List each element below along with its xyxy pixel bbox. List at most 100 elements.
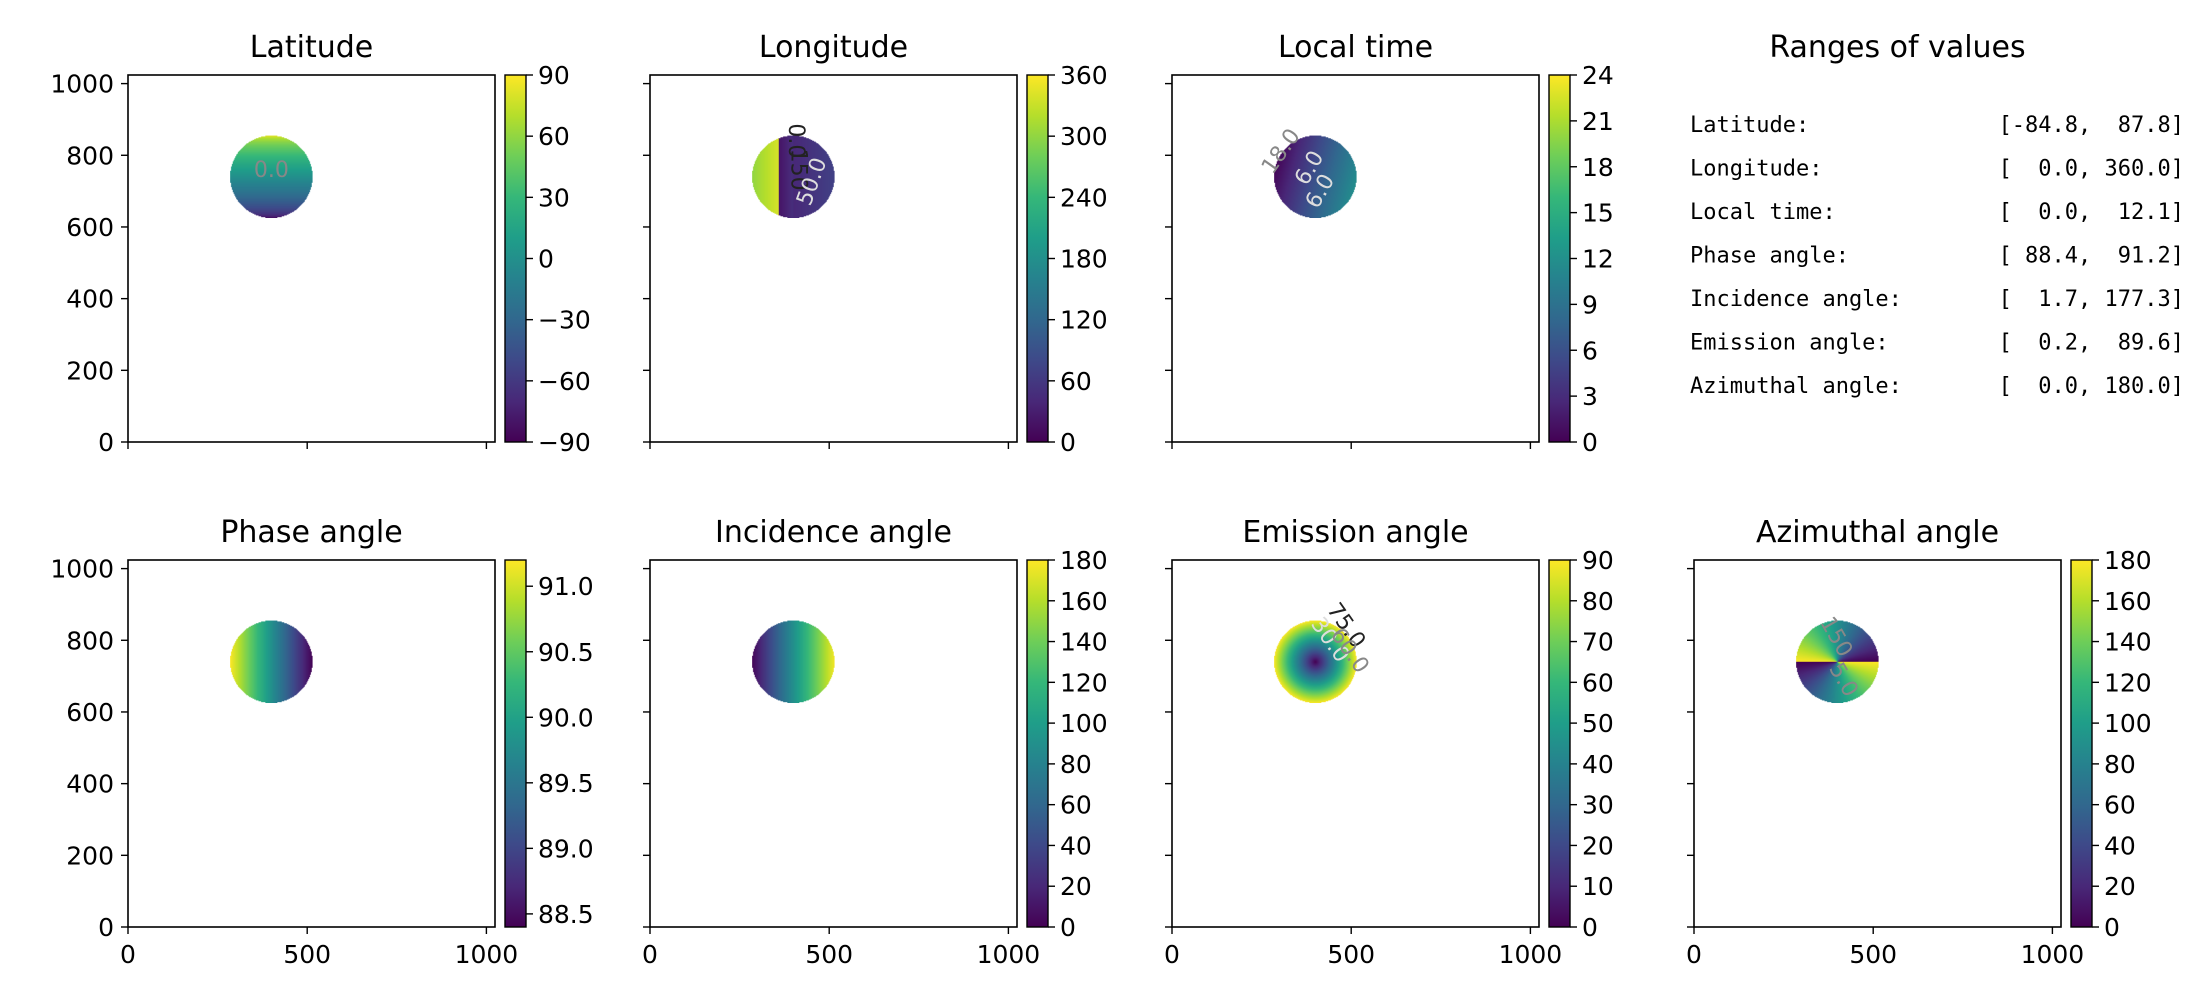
y-tick-label: 200: [66, 356, 114, 385]
table-row-label: Longitude:: [1690, 157, 1822, 182]
table-row-label: Phase angle:: [1690, 244, 1849, 269]
colorbar-tick-label: 6: [1582, 336, 1598, 365]
colorbar-tick-label: 0: [1060, 913, 1076, 942]
axes-frame: [127, 74, 496, 443]
x-tick-label: 1000: [1499, 940, 1563, 969]
colorbar-tick-label: 40: [1060, 831, 1092, 860]
axes-frame: [1171, 559, 1540, 928]
disk-image: [1274, 620, 1357, 704]
table-row-range: [ 0.0, 12.1]: [1999, 200, 2184, 225]
contour-label: 0.0: [254, 158, 289, 183]
y-tick-label: 400: [66, 285, 114, 314]
panel-title: Local time: [1278, 30, 1433, 65]
x-tick-label: 500: [805, 940, 853, 969]
colorbar: [1026, 74, 1049, 443]
colorbar-tick-label: 15: [1582, 199, 1614, 228]
x-tick-label: 0: [642, 940, 658, 969]
table-row-range: [ 1.7, 177.3]: [1999, 287, 2184, 312]
disk-image: [752, 620, 835, 704]
colorbar-tick-label: 20: [1582, 831, 1614, 860]
colorbar-tick-label: 0: [1582, 913, 1598, 942]
y-tick-label: 600: [66, 213, 114, 242]
colorbar-tick-label: 60: [538, 122, 570, 151]
colorbar-tick-label: 40: [2104, 831, 2136, 860]
colorbar-tick-label: 120: [2104, 668, 2152, 697]
y-tick-label: 800: [66, 141, 114, 170]
panel-phase: Phase angle 0 500 1000 0 200 400 600 800 1000 88.5…: [50, 515, 593, 969]
panel-title: Latitude: [250, 30, 373, 65]
colorbar-tick-label: 120: [1060, 306, 1108, 335]
colorbar: [1026, 559, 1049, 928]
colorbar-tick-label: 0: [1582, 428, 1598, 457]
disk-image: [1796, 620, 1879, 704]
table-row-range: [ 0.0, 180.0]: [1999, 374, 2184, 399]
colorbar-tick-label: 140: [1060, 628, 1108, 657]
colorbar-tick-label: 0: [1060, 428, 1076, 457]
panel-title: Phase angle: [220, 515, 402, 550]
x-tick-label: 0: [1686, 940, 1702, 969]
colorbar: [2070, 559, 2093, 928]
colorbar-tick-label: 180: [2104, 546, 2152, 575]
colorbar-tick-label: 300: [1060, 122, 1108, 151]
x-tick-label: 500: [1849, 940, 1897, 969]
x-tick-label: 1000: [2021, 940, 2085, 969]
colorbar-tick-label: 360: [1060, 61, 1108, 90]
colorbar-tick-label: −90: [538, 428, 591, 457]
colorbar-tick-label: 30: [1582, 791, 1614, 820]
colorbar-tick-label: 180: [1060, 245, 1108, 274]
colorbar-tick-label: 60: [1060, 367, 1092, 396]
y-tick-label: 200: [66, 841, 114, 870]
ranges-table: Ranges of values Latitude: [-84.8, 87.8] Lo…: [1690, 30, 2184, 399]
y-tick-label: 400: [66, 770, 114, 799]
contour-label: 0.0: [783, 123, 808, 158]
colorbar-tick-label: 90.5: [538, 638, 594, 667]
axes-frame: [1693, 559, 2062, 928]
y-tick-label: 800: [66, 626, 114, 655]
colorbar-tick-label: 20: [2104, 872, 2136, 901]
x-tick-label: 0: [120, 940, 136, 969]
y-tick-label: 1000: [50, 555, 114, 584]
colorbar: [504, 74, 527, 443]
panel-title: Longitude: [759, 30, 908, 65]
axes-frame: [649, 74, 1018, 443]
colorbar-tick-label: 80: [1582, 587, 1614, 616]
colorbar-tick-label: 100: [1060, 709, 1108, 738]
colorbar-tick-label: 140: [2104, 628, 2152, 657]
colorbar-tick-label: 160: [2104, 587, 2152, 616]
colorbar-tick-label: 180: [1060, 546, 1108, 575]
colorbar-tick-label: 88.5: [538, 900, 594, 929]
table-row-label: Local time:: [1690, 200, 1836, 225]
colorbar-tick-label: 70: [1582, 628, 1614, 657]
x-tick-label: 500: [283, 940, 331, 969]
colorbar-tick-label: 91.0: [538, 572, 594, 601]
table-row-label: Emission angle:: [1690, 331, 1889, 356]
colorbar-tick-label: 0: [2104, 913, 2120, 942]
colorbar-tick-label: 0: [538, 245, 554, 274]
panel-title: Azimuthal angle: [1756, 515, 1999, 550]
axes-frame: [649, 559, 1018, 928]
table-row-range: [ 0.2, 89.6]: [1999, 331, 2184, 356]
disk-image: [1274, 135, 1357, 219]
colorbar-tick-label: −60: [538, 367, 591, 396]
colorbar-tick-label: 30: [538, 183, 570, 212]
colorbar-tick-label: 60: [2104, 791, 2136, 820]
panel-title: Emission angle: [1242, 515, 1468, 550]
colorbar-tick-label: 20: [1060, 872, 1092, 901]
colorbar-tick-label: 21: [1582, 107, 1614, 136]
colorbar-tick-label: 24: [1582, 61, 1614, 90]
colorbar: [1548, 559, 1571, 928]
disk-image: [230, 135, 313, 219]
colorbar-tick-label: 18: [1582, 153, 1614, 182]
colorbar: [504, 559, 527, 928]
x-tick-label: 500: [1327, 940, 1375, 969]
colorbar-tick-label: 3: [1582, 382, 1598, 411]
disk-image: [752, 135, 835, 219]
colorbar-tick-label: 50: [1582, 709, 1614, 738]
x-tick-label: 1000: [977, 940, 1041, 969]
table-row-range: [-84.8, 87.8]: [1999, 113, 2184, 138]
table-row-range: [ 0.0, 360.0]: [1999, 157, 2184, 182]
